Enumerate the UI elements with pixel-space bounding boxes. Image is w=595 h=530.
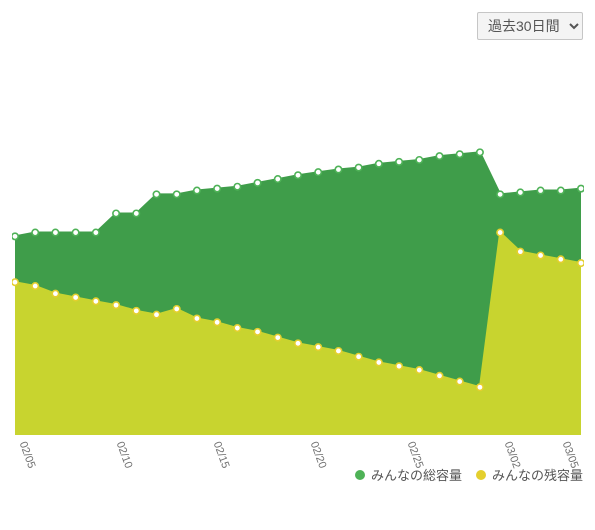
x-tick-label: 02/15 xyxy=(211,440,232,470)
x-tick-label: 02/25 xyxy=(405,440,426,470)
x-tick-label: 02/20 xyxy=(308,440,329,470)
area-chart xyxy=(12,50,584,438)
controls-row: 過去30日間 xyxy=(12,12,583,40)
chart-area: 02/0502/1002/1502/2002/2503/0203/05 xyxy=(12,50,583,465)
x-tick-label: 03/05 xyxy=(560,440,581,470)
time-range-select[interactable]: 過去30日間 xyxy=(477,12,583,40)
x-tick-label: 02/10 xyxy=(114,440,135,470)
x-axis-labels: 02/0502/1002/1502/2002/2503/0203/05 xyxy=(32,440,575,484)
chart-card: 過去30日間 02/0502/1002/1502/2002/2503/0203/… xyxy=(0,0,595,530)
x-tick-label: 03/02 xyxy=(502,440,523,470)
